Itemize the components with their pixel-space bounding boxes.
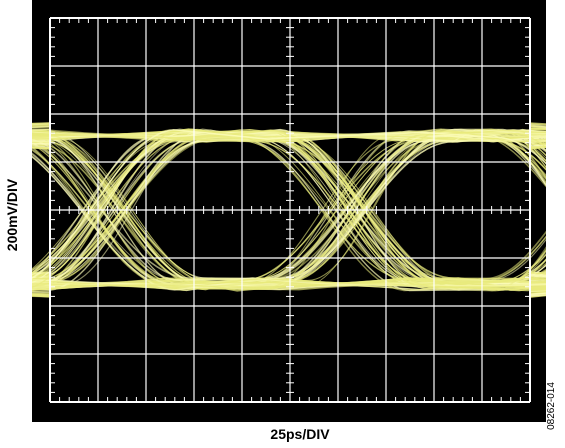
eye-diagram-plot [32,17,546,403]
eye-trace [32,122,546,291]
eye-trace [32,129,546,295]
eye-trace [32,129,546,289]
eye-trace [32,128,546,291]
eye-trace [32,123,546,281]
eye-trace [32,135,546,290]
eye-trace [32,131,546,296]
figure-id: 08262-014 [546,382,557,430]
eye-trace [32,125,546,288]
eye-trace [32,126,546,292]
eye-trace [32,128,546,293]
eye-trace [32,129,546,292]
oscilloscope-screen [32,0,546,422]
eye-trace [32,122,546,291]
eye-trace [32,271,546,291]
eye-trace [32,132,546,290]
x-axis-label: 25ps/DIV [270,426,330,442]
y-axis-label: 200mV/DIV [4,178,20,252]
eye-trace [32,140,546,287]
eye-trace [32,128,546,279]
eye-trace [32,124,546,142]
eye-trace [32,131,546,280]
eye-trace [32,131,546,291]
eye-trace [32,122,546,290]
